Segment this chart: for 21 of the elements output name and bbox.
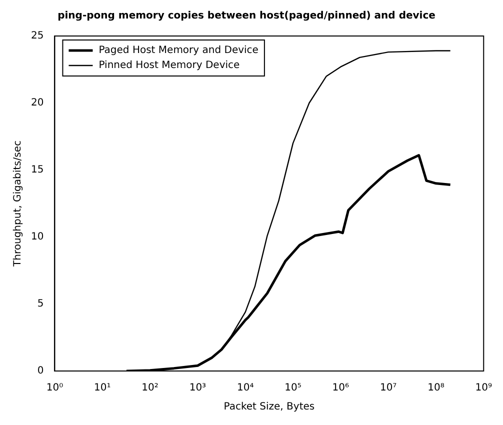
chart-title: ping-pong memory copies between host(paged/pinned) and device bbox=[58, 10, 436, 22]
x-tick-label: 10⁵ bbox=[284, 382, 302, 394]
y-axis-title: Throughput, Gigabits/sec bbox=[12, 140, 24, 268]
x-tick-label: 10² bbox=[142, 382, 158, 394]
x-tick-label: 10⁸ bbox=[428, 382, 444, 394]
y-tick-label: 25 bbox=[30, 30, 44, 42]
legend-label: Pinned Host Memory Device bbox=[98, 60, 240, 72]
y-tick-label: 0 bbox=[37, 366, 44, 377]
x-axis-title: Packet Size, Bytes bbox=[224, 402, 315, 413]
y-tick-label: 10 bbox=[30, 232, 44, 243]
legend-label: Paged Host Memory and Device bbox=[98, 45, 258, 56]
x-tick-label: 10⁰ bbox=[46, 382, 64, 394]
y-tick-label: 20 bbox=[30, 98, 44, 109]
x-tick-label: 10⁶ bbox=[332, 382, 350, 394]
x-tick-label: 10⁷ bbox=[380, 382, 397, 394]
x-tick-label: 10³ bbox=[189, 382, 206, 394]
y-tick-label: 5 bbox=[37, 298, 44, 310]
x-tick-label: 10¹ bbox=[94, 382, 111, 394]
y-tick-label: 15 bbox=[30, 164, 44, 176]
x-tick-label: 10⁴ bbox=[236, 382, 254, 394]
x-tick-label: 10⁹ bbox=[475, 382, 492, 394]
